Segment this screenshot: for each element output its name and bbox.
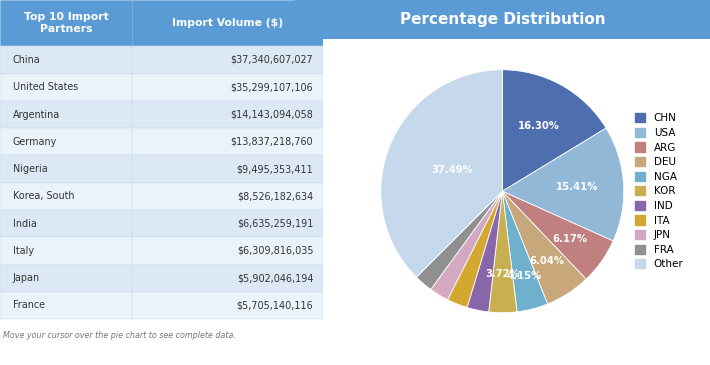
Wedge shape <box>416 191 502 289</box>
Text: $5,705,140,116: $5,705,140,116 <box>236 300 313 311</box>
Text: $14,143,094,058: $14,143,094,058 <box>231 110 313 119</box>
Text: $5,902,046,194: $5,902,046,194 <box>237 273 313 283</box>
Bar <box>133 237 323 265</box>
Wedge shape <box>502 128 624 241</box>
Bar <box>0 155 133 183</box>
Wedge shape <box>502 70 606 191</box>
Text: 15.41%: 15.41% <box>557 181 599 192</box>
Wedge shape <box>502 191 586 304</box>
Text: $6,309,816,035: $6,309,816,035 <box>237 246 313 256</box>
Bar <box>0 237 133 265</box>
Bar <box>0 265 133 292</box>
Text: $8,526,182,634: $8,526,182,634 <box>237 191 313 201</box>
Text: 6.04%: 6.04% <box>530 256 564 266</box>
Text: 6.17%: 6.17% <box>552 234 587 244</box>
Bar <box>0 210 133 237</box>
Text: $13,837,218,760: $13,837,218,760 <box>231 137 313 147</box>
Wedge shape <box>502 191 613 279</box>
Bar <box>0 74 133 101</box>
Bar <box>133 265 323 292</box>
Text: France: France <box>13 300 45 311</box>
Bar <box>133 210 323 237</box>
Bar <box>133 292 323 319</box>
Text: China: China <box>13 55 40 65</box>
Bar <box>133 155 323 183</box>
Text: India: India <box>13 219 37 228</box>
Wedge shape <box>431 191 502 300</box>
Text: $35,299,107,106: $35,299,107,106 <box>231 82 313 92</box>
Text: Percentage Distribution: Percentage Distribution <box>400 12 605 27</box>
Text: Top 10 Import
Partners: Top 10 Import Partners <box>24 12 109 34</box>
Bar <box>133 128 323 155</box>
Bar <box>133 46 323 74</box>
Legend: CHN, USA, ARG, DEU, NGA, KOR, IND, ITA, JPN, FRA, Other: CHN, USA, ARG, DEU, NGA, KOR, IND, ITA, … <box>635 113 684 269</box>
Bar <box>0 292 133 319</box>
Text: Japan: Japan <box>13 273 40 283</box>
Wedge shape <box>447 191 502 307</box>
Text: Import Volume ($): Import Volume ($) <box>173 18 283 28</box>
Bar <box>0 0 133 46</box>
Bar <box>0 128 133 155</box>
Text: Argentina: Argentina <box>13 110 60 119</box>
Bar <box>0 101 133 128</box>
Text: 16.30%: 16.30% <box>518 120 560 131</box>
Text: Move your cursor over the pie chart to see complete data.: Move your cursor over the pie chart to s… <box>4 331 236 340</box>
Bar <box>133 183 323 210</box>
Bar <box>0 46 133 74</box>
Bar <box>133 0 323 46</box>
Bar <box>133 101 323 128</box>
Text: $9,495,353,411: $9,495,353,411 <box>236 164 313 174</box>
Text: Germany: Germany <box>13 137 58 147</box>
Bar <box>0 183 133 210</box>
Bar <box>133 74 323 101</box>
Text: United States: United States <box>13 82 78 92</box>
Text: $6,635,259,191: $6,635,259,191 <box>237 219 313 228</box>
Wedge shape <box>467 191 502 312</box>
Text: 37.49%: 37.49% <box>431 165 473 175</box>
Text: 4.15%: 4.15% <box>506 271 542 281</box>
Text: 3.72%: 3.72% <box>486 269 520 279</box>
Wedge shape <box>502 191 547 312</box>
Text: Korea, South: Korea, South <box>13 191 75 201</box>
Wedge shape <box>381 70 503 277</box>
Wedge shape <box>488 191 517 313</box>
Text: Nigeria: Nigeria <box>13 164 48 174</box>
Text: $37,340,607,027: $37,340,607,027 <box>231 55 313 65</box>
Text: Italy: Italy <box>13 246 34 256</box>
